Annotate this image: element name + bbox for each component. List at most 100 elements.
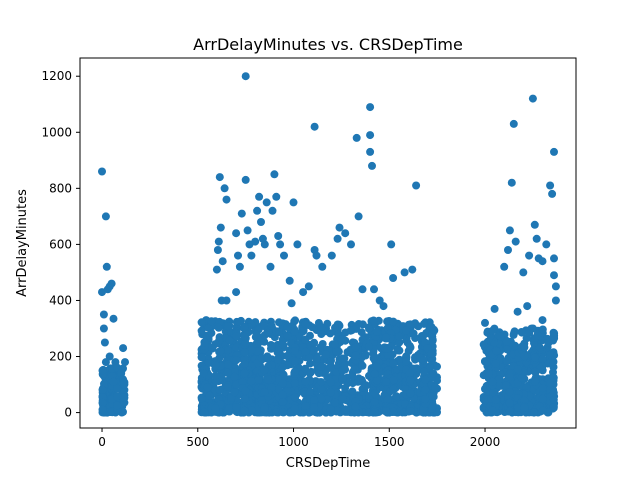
scatter-point	[241, 175, 250, 184]
scatter-point	[387, 240, 396, 249]
scatter-point	[389, 385, 398, 394]
scatter-point	[98, 398, 107, 407]
scatter-point	[98, 405, 107, 414]
scatter-point	[406, 407, 415, 416]
scatter-point	[326, 405, 335, 414]
scatter-point	[531, 367, 540, 376]
scatter-point	[291, 367, 299, 376]
scatter-point	[369, 316, 378, 325]
scatter-point	[223, 383, 232, 391]
scatter-point	[331, 323, 339, 332]
scatter-point	[335, 223, 344, 232]
scatter-point	[370, 285, 378, 294]
scatter-point	[372, 362, 381, 371]
scatter-point	[247, 377, 256, 386]
scatter-point	[211, 404, 220, 413]
scatter-point	[232, 403, 241, 412]
scatter-point	[314, 369, 323, 378]
scatter-point	[505, 388, 514, 397]
scatter-point	[395, 332, 404, 341]
scatter-point	[120, 380, 128, 389]
scatter-point	[481, 318, 489, 327]
scatter-point	[488, 377, 497, 386]
scatter-point	[290, 393, 299, 402]
scatter-point	[232, 343, 241, 352]
scatter-point	[505, 226, 514, 235]
scatter-point	[549, 373, 558, 382]
scatter-point	[322, 350, 330, 359]
scatter-point	[501, 381, 510, 390]
scatter-point	[427, 349, 436, 358]
scatter-point	[218, 257, 227, 266]
scatter-point	[291, 316, 300, 325]
scatter-point	[370, 389, 379, 398]
scatter-point	[354, 320, 363, 328]
scatter-point	[232, 356, 241, 364]
scatter-point	[341, 384, 350, 393]
scatter-point	[408, 265, 417, 274]
scatter-point	[254, 375, 263, 384]
scatter-point	[402, 357, 411, 366]
scatter-point	[341, 229, 350, 238]
scatter-point	[394, 346, 403, 355]
scatter-point	[197, 395, 206, 404]
scatter-point	[121, 358, 129, 367]
scatter-point	[427, 323, 436, 331]
scatter-point	[276, 240, 285, 249]
scatter-point	[550, 254, 558, 263]
scatter-point	[197, 318, 206, 327]
scatter-point	[205, 391, 214, 400]
scatter-point	[484, 369, 493, 378]
scatter-point	[341, 405, 350, 414]
scatter-point	[326, 364, 335, 372]
scatter-point	[253, 347, 262, 356]
scatter-point	[421, 385, 430, 394]
scatter-point	[509, 330, 518, 339]
scatter-point	[203, 383, 212, 392]
scatter-point	[312, 251, 321, 260]
scatter-point	[241, 339, 250, 347]
scatter-point	[420, 319, 428, 328]
scatter-point	[98, 167, 106, 176]
scatter-point	[338, 334, 347, 343]
scatter-point	[283, 322, 292, 331]
scatter-point	[423, 344, 432, 353]
scatter-point	[207, 317, 216, 326]
scatter-point	[505, 407, 514, 416]
scatter-point	[232, 380, 241, 389]
scatter-point	[323, 319, 332, 328]
scatter-point	[495, 375, 503, 384]
scatter-point	[241, 386, 250, 395]
scatter-point	[275, 328, 283, 337]
x-tick-label: 1000	[278, 435, 309, 449]
scatter-point	[405, 369, 414, 378]
scatter-point	[421, 375, 430, 384]
scatter-point	[215, 386, 224, 395]
scatter-point	[293, 240, 302, 249]
scatter-point	[513, 307, 522, 316]
scatter-point	[113, 363, 122, 372]
scatter-point	[262, 198, 271, 207]
chart-title: ArrDelayMinutes vs. CRSDepTime	[193, 35, 463, 54]
scatter-point	[333, 234, 342, 243]
points-layer	[98, 72, 560, 417]
scatter-point	[260, 405, 269, 414]
scatter-point	[488, 406, 497, 415]
scatter-point	[505, 398, 514, 407]
scatter-point	[317, 362, 326, 371]
scatter-point	[489, 388, 498, 397]
scatter-point	[240, 332, 249, 341]
scatter-point	[482, 358, 491, 367]
y-tick-label: 200	[49, 350, 72, 364]
scatter-point	[285, 276, 294, 285]
scatter-point	[101, 212, 110, 221]
scatter-point	[520, 352, 529, 361]
scatter-point	[241, 72, 250, 81]
scatter-point	[531, 377, 540, 386]
scatter-point	[257, 218, 265, 226]
scatter-point	[200, 338, 209, 347]
scatter-point	[544, 338, 553, 347]
scatter-point	[310, 403, 319, 412]
scatter-point	[348, 372, 357, 381]
scatter-point	[253, 206, 262, 215]
